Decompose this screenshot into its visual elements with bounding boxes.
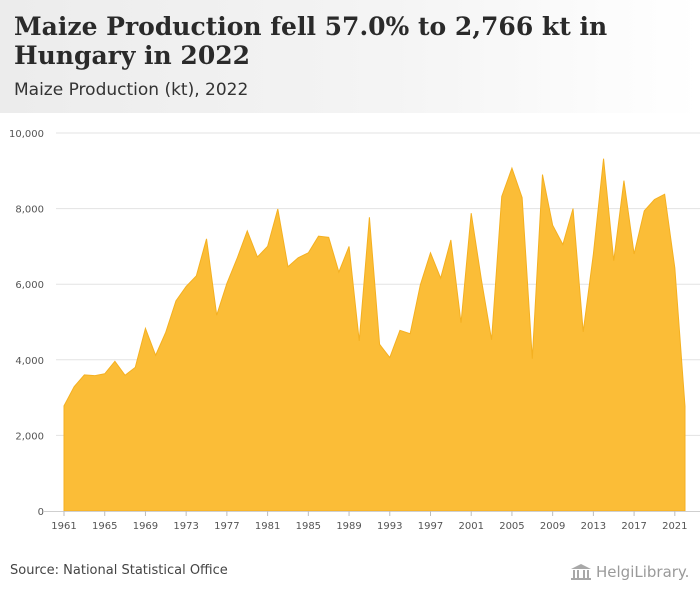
series-area — [63, 158, 686, 512]
y-tick-label: 4,000 — [15, 356, 44, 367]
x-tick-label: 2013 — [581, 521, 606, 532]
y-tick-label: 2,000 — [15, 431, 44, 442]
x-tick-label: 1981 — [255, 521, 280, 532]
x-tick-label: 1989 — [336, 521, 361, 532]
x-tick-label: 1993 — [377, 521, 402, 532]
logo-text: HelgiLibrary. — [596, 563, 690, 581]
chart-subtitle: Maize Production (kt), 2022 — [14, 80, 249, 100]
helgi-library-logo: HelgiLibrary. — [570, 561, 689, 583]
page-title: Maize Production fell 57.0% to 2,766 kt … — [14, 12, 608, 70]
y-tick-label: 0 — [38, 507, 44, 518]
y-axis-labels: 0 2,000 4,000 6,000 8,000 10,000 — [9, 129, 44, 518]
plot-area — [63, 158, 686, 512]
area-chart: 0 2,000 4,000 6,000 8,000 10,000 1961 1965 1969… — [9, 129, 700, 532]
x-tick-label: 1985 — [296, 521, 321, 532]
x-tick-label: 1997 — [418, 521, 443, 532]
x-tick-label: 2001 — [458, 521, 483, 532]
source-note: Source: National Statistical Office — [10, 563, 228, 578]
x-tick-label: 1961 — [51, 521, 76, 532]
x-tick-label: 2017 — [621, 521, 646, 532]
x-tick-label: 1977 — [214, 521, 239, 532]
x-tick-label: 2009 — [540, 521, 565, 532]
library-building-icon — [571, 564, 591, 580]
x-tick-label: 1969 — [133, 521, 158, 532]
y-tick-label: 6,000 — [15, 280, 44, 291]
x-tick-label: 2005 — [499, 521, 524, 532]
y-tick-label: 10,000 — [9, 129, 44, 140]
x-axis: 1961 1965 1969 1973 1977 1981 1985 1989 1993 1997… — [44, 511, 700, 532]
x-tick-label: 1965 — [92, 521, 117, 532]
y-tick-label: 8,000 — [15, 205, 44, 216]
x-tick-label: 2021 — [662, 521, 687, 532]
x-tick-label: 1973 — [173, 521, 198, 532]
header: Maize Production fell 57.0% to 2,766 kt … — [0, 0, 700, 113]
